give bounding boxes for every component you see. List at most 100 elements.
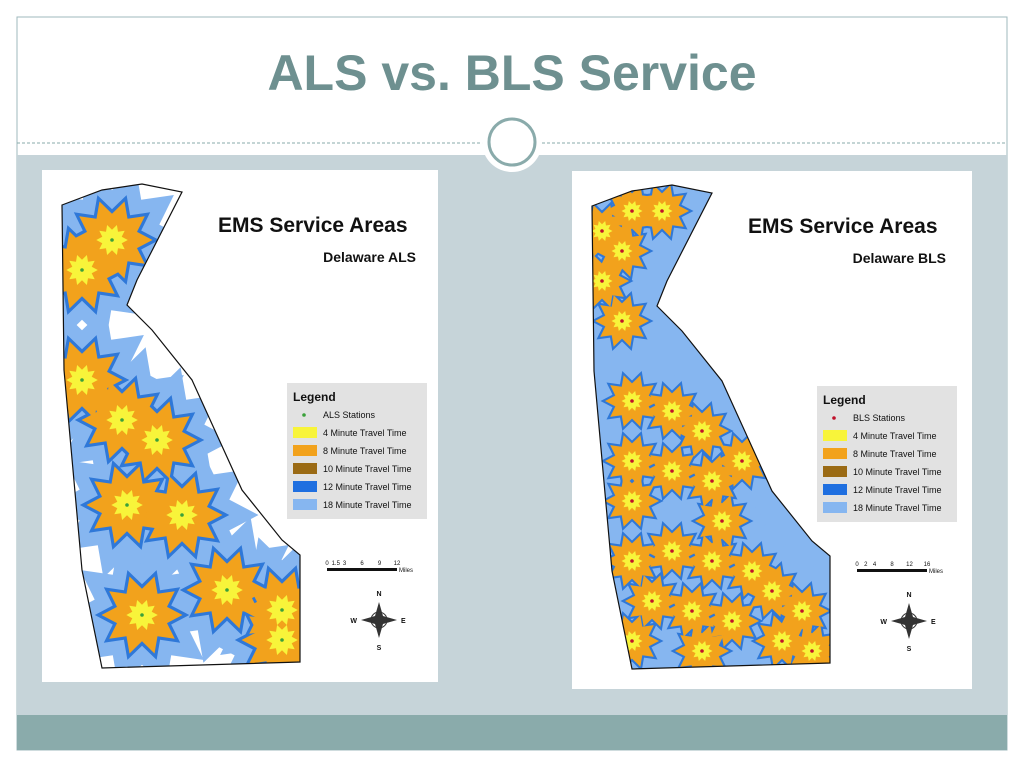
legend-swatch	[823, 448, 847, 459]
compass-label: E	[931, 619, 936, 626]
scale-unit: Miles	[929, 569, 943, 575]
station	[280, 638, 284, 642]
scale-label: 9	[378, 561, 382, 567]
legend-label: 8 Minute Travel Time	[853, 449, 937, 459]
legend-label: BLS Stations	[853, 413, 906, 423]
divider-ring	[487, 117, 537, 167]
station	[110, 238, 114, 242]
legend-label: 4 Minute Travel Time	[323, 428, 407, 438]
station	[670, 409, 674, 413]
legend-swatch	[293, 463, 317, 474]
scale-label: 1.5	[332, 561, 341, 567]
station	[710, 479, 714, 483]
scale-label: 6	[360, 561, 364, 567]
station	[280, 608, 284, 612]
scale-label: 0	[325, 561, 329, 567]
legend-swatch	[293, 481, 317, 492]
station	[600, 279, 604, 283]
legend-dot	[302, 413, 306, 417]
scale-bar	[327, 568, 397, 571]
scale-label: 8	[890, 562, 894, 568]
legend-dot	[832, 416, 836, 420]
station	[730, 619, 734, 623]
station	[630, 209, 634, 213]
legend-label: 18 Minute Travel Time	[323, 500, 412, 510]
station	[780, 639, 784, 643]
scale-label: 2	[864, 562, 868, 568]
scale-label: 12	[906, 562, 913, 568]
station	[810, 649, 814, 653]
station	[700, 429, 704, 433]
station	[155, 438, 159, 442]
legend-swatch	[823, 502, 847, 513]
map-panel: EMS Service Areas Delaware BLS Legend BLS S…	[572, 171, 972, 689]
service-areas	[62, 184, 300, 668]
map-subtitle: Delaware ALS	[323, 249, 416, 265]
legend-label: 4 Minute Travel Time	[853, 431, 937, 441]
map-title: EMS Service Areas	[748, 215, 938, 238]
station	[620, 249, 624, 253]
legend-label: 10 Minute Travel Time	[323, 464, 412, 474]
compass-rose	[361, 602, 397, 638]
station	[750, 569, 754, 573]
legend-swatch	[823, 466, 847, 477]
legend-swatch	[293, 445, 317, 456]
map-title: EMS Service Areas	[218, 214, 408, 237]
compass-label: S	[907, 646, 912, 653]
station	[125, 503, 129, 507]
station	[650, 599, 654, 603]
scale-label: 4	[873, 562, 877, 568]
compass-label: E	[401, 618, 406, 625]
station	[660, 209, 664, 213]
legend-title: Legend	[823, 393, 866, 407]
legend-label: 18 Minute Travel Time	[853, 503, 942, 513]
station	[740, 459, 744, 463]
station	[630, 399, 634, 403]
legend-swatch	[293, 499, 317, 510]
scale-label: 3	[343, 561, 347, 567]
station	[670, 469, 674, 473]
station	[600, 229, 604, 233]
scale-label: 12	[394, 561, 401, 567]
scale-unit: Miles	[399, 568, 413, 574]
legend-label: 8 Minute Travel Time	[323, 446, 407, 456]
compass-rose	[891, 603, 927, 639]
compass-label: S	[377, 645, 382, 652]
service-areas	[592, 185, 830, 669]
compass-label: W	[350, 618, 357, 625]
station	[710, 559, 714, 563]
compass-label: W	[880, 619, 887, 626]
map-subtitle: Delaware BLS	[853, 250, 946, 266]
legend-swatch	[823, 484, 847, 495]
scale-label: 0	[855, 562, 859, 568]
legend-swatch	[823, 430, 847, 441]
footer-band	[17, 715, 1007, 750]
station	[80, 268, 84, 272]
station	[630, 499, 634, 503]
slide-title: ALS vs. BLS Service	[267, 45, 756, 101]
scale-bar	[857, 569, 927, 572]
station	[180, 513, 184, 517]
station	[630, 459, 634, 463]
station	[225, 588, 229, 592]
legend-label: 10 Minute Travel Time	[853, 467, 942, 477]
state-outline	[61, 183, 301, 669]
station	[80, 378, 84, 382]
station	[630, 639, 634, 643]
station	[620, 319, 624, 323]
compass-ring	[370, 611, 388, 629]
station	[800, 609, 804, 613]
station	[690, 609, 694, 613]
station	[770, 589, 774, 593]
map-panel: EMS Service Areas Delaware ALS Legend ALS S…	[42, 170, 438, 682]
legend-title: Legend	[293, 390, 336, 404]
station	[120, 418, 124, 422]
legend-label: 12 Minute Travel Time	[323, 482, 412, 492]
station	[720, 519, 724, 523]
station	[140, 613, 144, 617]
compass-label: N	[906, 592, 911, 599]
compass-label: N	[376, 591, 381, 598]
legend-swatch	[293, 427, 317, 438]
station	[630, 559, 634, 563]
